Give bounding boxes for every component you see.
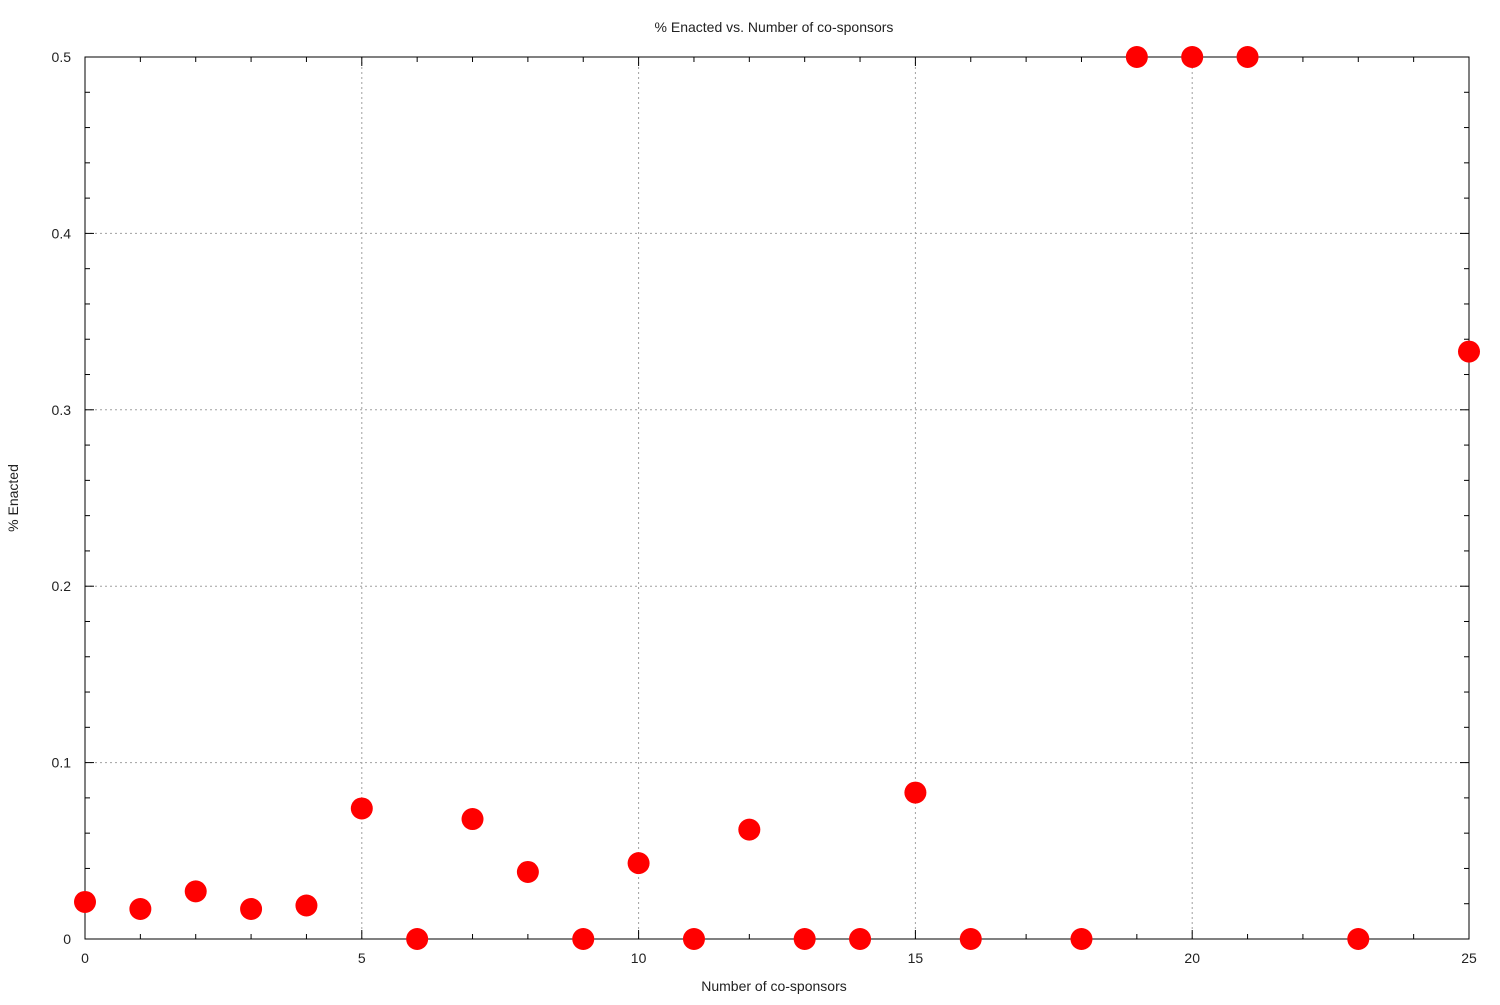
scatter-point [516, 860, 539, 883]
tick-labels: 0 5 10 15 20 25 0 0.1 0.2 0.3 0.4 0.5 [52, 49, 1477, 966]
scatter-point [959, 928, 982, 950]
x-tick-label: 5 [358, 950, 366, 966]
scatter-point [682, 928, 705, 950]
scatter-point [129, 898, 152, 921]
scatter-point [1181, 46, 1204, 68]
y-tick-label: 0.1 [52, 755, 72, 771]
x-tick-label: 25 [1461, 950, 1477, 966]
y-tick-label: 0.4 [52, 225, 72, 241]
scatter-point [295, 894, 318, 917]
y-tick-label: 0.3 [52, 402, 72, 418]
y-tick-label: 0.2 [52, 578, 72, 594]
scatter-point [904, 781, 927, 804]
scatter-point [738, 818, 761, 841]
axis-ticks [84, 56, 1470, 940]
scatter-point [627, 852, 650, 875]
scatter-point [572, 928, 595, 950]
scatter-point [461, 808, 484, 831]
scatter-point [406, 928, 429, 950]
scatter-point [74, 890, 96, 913]
x-tick-label: 15 [908, 950, 924, 966]
data-points [74, 46, 1480, 950]
y-tick-label: 0 [63, 931, 71, 947]
x-axis-label: Number of co-sponsors [701, 978, 847, 994]
scatter-point [350, 797, 373, 820]
y-axis-label: % Enacted [5, 464, 21, 532]
scatter-point [1347, 928, 1370, 950]
y-tick-label: 0.5 [52, 49, 72, 65]
scatter-point [1236, 46, 1259, 68]
chart-title: % Enacted vs. Number of co-sponsors [655, 19, 894, 35]
scatter-point [1125, 46, 1148, 68]
scatter-point [1458, 340, 1480, 363]
scatter-point [849, 928, 872, 950]
plot-frame [84, 56, 1470, 940]
scatter-point [1070, 928, 1093, 950]
grid-lines [85, 57, 1469, 939]
scatter-point [184, 880, 207, 903]
x-tick-label: 10 [631, 950, 647, 966]
x-tick-label: 20 [1184, 950, 1200, 966]
scatter-point [793, 928, 816, 950]
x-tick-label: 0 [81, 950, 89, 966]
scatter-point [240, 898, 263, 921]
